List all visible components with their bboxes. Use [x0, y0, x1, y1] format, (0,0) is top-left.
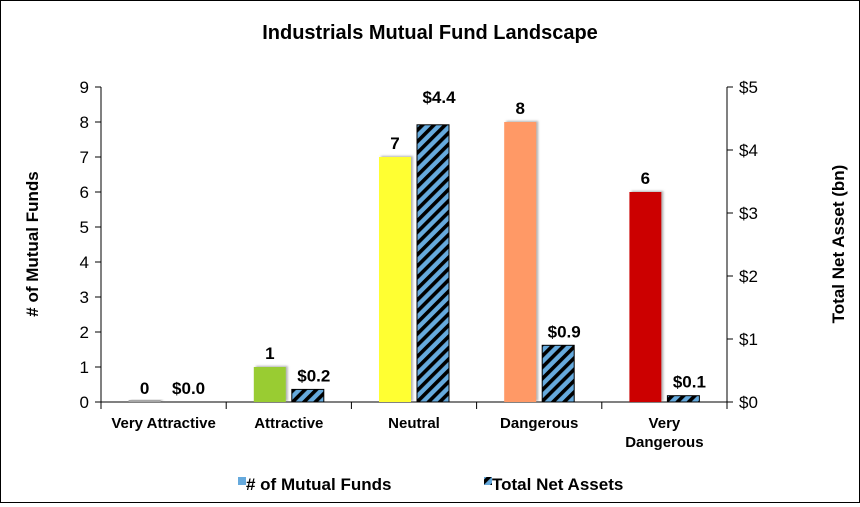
data-labels: 0 $0.0 1 $0.2 7 $4.4 8 $0.9 6 $0.1 — [140, 88, 706, 398]
bar-mutual-funds — [379, 157, 411, 402]
y-tick-left-label: 6 — [80, 183, 89, 202]
legend-label-net-assets: Total Net Assets — [492, 475, 623, 494]
bar-net-assets — [291, 388, 325, 403]
y-axis-left-title: # of Mutual Funds — [23, 171, 42, 316]
legend-swatch-mutual-funds — [238, 477, 246, 485]
data-label-mutual-funds: 7 — [390, 134, 399, 153]
category-label: Attractive — [254, 415, 323, 432]
bar-mutual-funds — [253, 367, 286, 402]
bar-mutual-funds — [128, 400, 161, 402]
y-tick-left-label: 7 — [80, 148, 89, 167]
y-tick-left-label: 8 — [80, 113, 89, 132]
y-tick-right-label: $3 — [739, 204, 758, 223]
legend-swatch-net-assets — [484, 477, 492, 485]
data-label-mutual-funds: 8 — [515, 99, 524, 118]
data-label-mutual-funds: 0 — [140, 379, 149, 398]
y-tick-right-label: $4 — [739, 141, 758, 160]
data-label-mutual-funds: 6 — [641, 169, 650, 188]
bar-mutual-funds — [629, 192, 662, 402]
y-tick-right-label: $0 — [739, 393, 758, 412]
y-tick-right-label: $2 — [739, 267, 758, 286]
y-tick-right-label: $5 — [739, 78, 758, 97]
axes — [100, 87, 728, 403]
data-label-net-assets: $0.9 — [548, 322, 581, 341]
category-label: Very Dangerous — [625, 415, 703, 451]
category-label: Neutral — [388, 415, 440, 432]
y-tick-left-label: 4 — [80, 253, 89, 272]
category-label: Very Attractive — [111, 415, 216, 432]
y-tick-left-label: 3 — [80, 288, 89, 307]
bar-net-assets — [541, 344, 575, 403]
y-tick-right-label: $1 — [739, 330, 758, 349]
legend-label-mutual-funds: # of Mutual Funds — [246, 475, 391, 494]
data-label-net-assets: $0.2 — [297, 366, 330, 385]
ticks: 0 1 2 3 4 5 6 7 8 9 $0 $1 $2 $3 $4 $5 — [80, 78, 758, 412]
legend: # of Mutual Funds Total Net Assets — [238, 475, 623, 494]
bar-net-assets — [416, 124, 450, 403]
y-tick-left-label: 0 — [80, 393, 89, 412]
y-tick-left-label: 9 — [80, 78, 89, 97]
data-label-mutual-funds: 1 — [265, 344, 274, 363]
y-axis-right-title: Total Net Asset (bn) — [829, 165, 848, 324]
data-label-net-assets: $0.0 — [172, 379, 205, 398]
y-tick-left-label: 2 — [80, 323, 89, 342]
chart-title: Industrials Mutual Fund Landscape — [262, 22, 598, 44]
bar-mutual-funds — [504, 122, 537, 402]
y-tick-left-label: 1 — [80, 358, 89, 377]
y-tick-left-label: 5 — [80, 218, 89, 237]
data-label-net-assets: $4.4 — [422, 88, 456, 107]
data-label-net-assets: $0.1 — [673, 373, 706, 392]
bar-net-assets — [666, 395, 700, 403]
category-labels: Very Attractive Attractive Neutral Dangerou… — [111, 415, 703, 451]
bars — [128, 122, 700, 403]
category-label: Dangerous — [500, 415, 578, 432]
